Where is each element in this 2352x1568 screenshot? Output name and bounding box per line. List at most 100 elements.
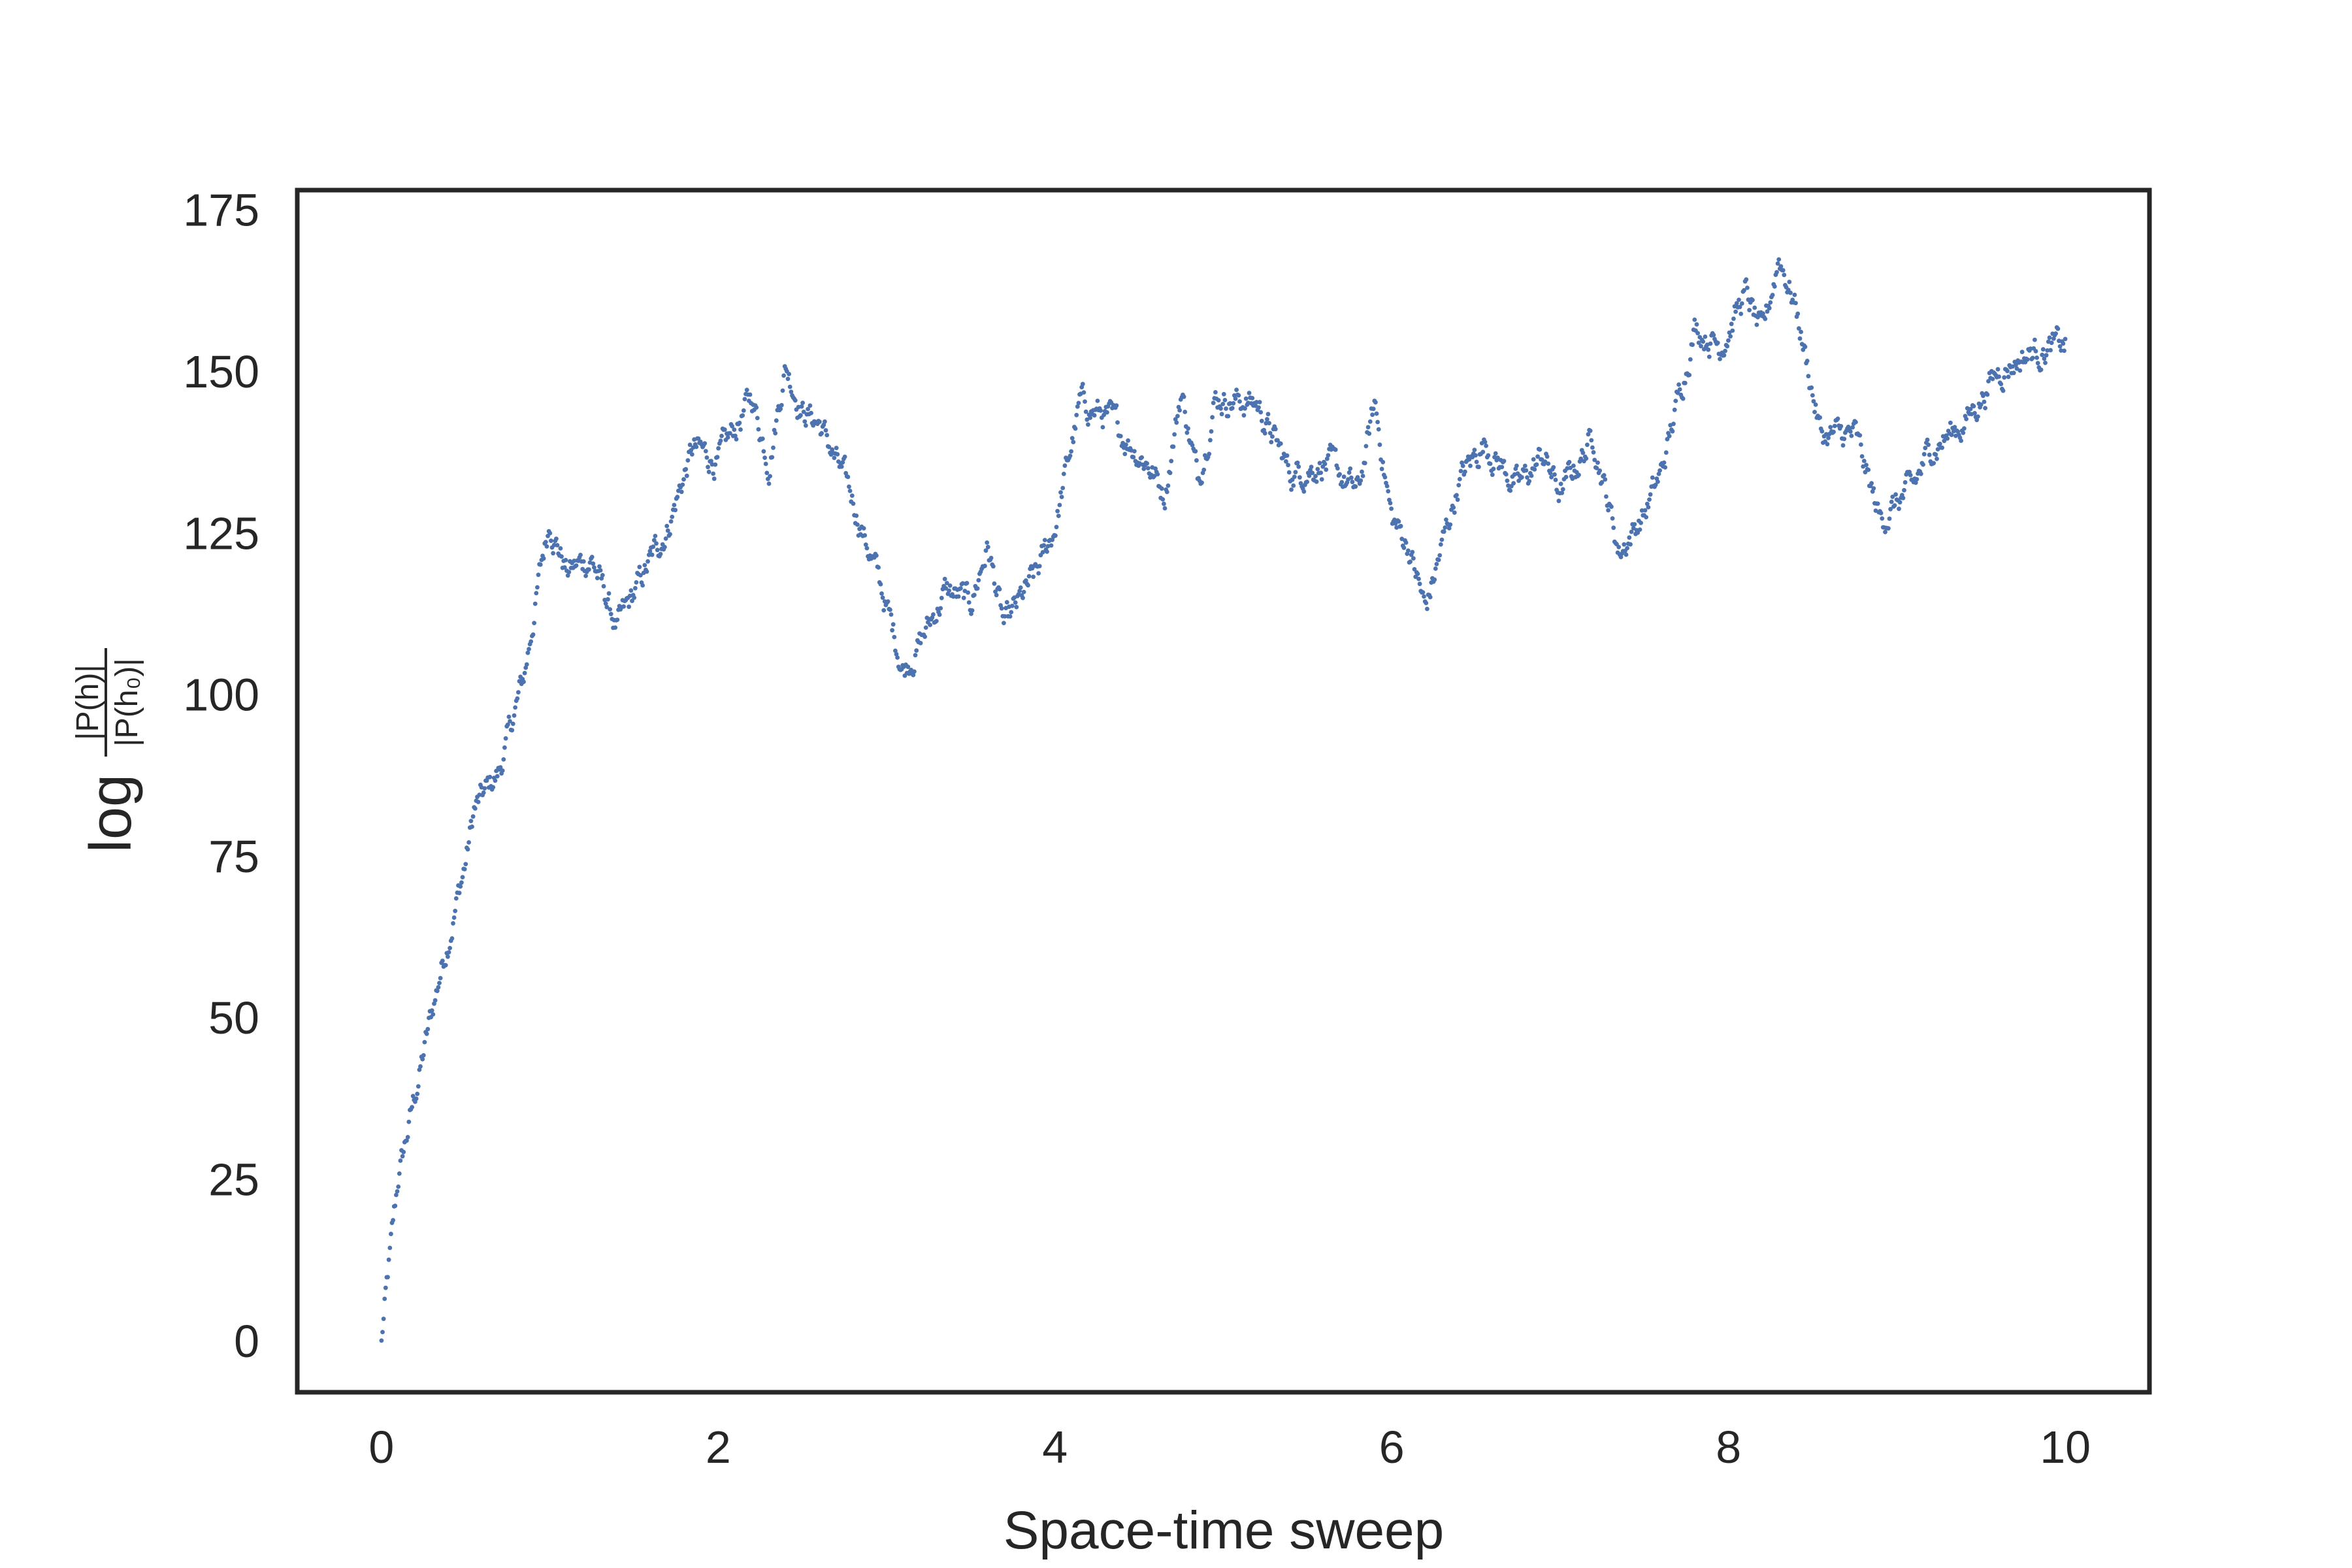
- data-point: [1878, 511, 1884, 515]
- data-point: [1386, 489, 1391, 494]
- data-point: [808, 403, 813, 408]
- data-point: [592, 565, 596, 570]
- data-point: [1560, 487, 1565, 492]
- data-point: [1726, 338, 1731, 343]
- data-point: [1687, 372, 1692, 378]
- data-point: [1793, 301, 1798, 306]
- data-point: [1210, 415, 1215, 420]
- data-point: [449, 936, 455, 941]
- data-point: [972, 593, 977, 598]
- data-point: [549, 538, 553, 544]
- data-point: [424, 1032, 429, 1036]
- data-point: [1591, 449, 1596, 455]
- data-point: [1901, 495, 1906, 500]
- data-point: [1525, 475, 1529, 480]
- data-point: [1220, 402, 1226, 406]
- data-point: [1296, 464, 1301, 469]
- data-point: [1546, 461, 1551, 466]
- data-point: [1286, 470, 1292, 475]
- data-point: [498, 765, 503, 770]
- data-point: [1682, 380, 1688, 385]
- data-point: [1742, 287, 1746, 293]
- data-point: [689, 452, 694, 457]
- x-tick-label: 10: [2040, 1422, 2091, 1473]
- data-point: [1688, 357, 1693, 362]
- data-point: [510, 721, 515, 727]
- data-point: [1126, 438, 1130, 443]
- data-point: [741, 408, 746, 413]
- data-point: [397, 1171, 402, 1176]
- data-point: [383, 1285, 388, 1290]
- data-point: [380, 1330, 385, 1335]
- data-point: [918, 640, 923, 645]
- data-point: [1501, 459, 1507, 464]
- data-point: [1978, 402, 1984, 407]
- data-point: [446, 950, 451, 955]
- data-point: [1731, 316, 1736, 321]
- data-point: [1606, 508, 1611, 513]
- data-point: [1632, 522, 1637, 527]
- data-point: [1080, 382, 1085, 387]
- data-point: [1131, 455, 1136, 460]
- data-point: [608, 612, 613, 617]
- data-point: [716, 446, 721, 451]
- data-point: [1452, 510, 1457, 515]
- data-point: [880, 595, 885, 600]
- data-point: [1861, 459, 1867, 463]
- data-point: [1472, 448, 1477, 452]
- data-point: [2030, 355, 2035, 361]
- data-point: [1071, 440, 1076, 444]
- data-point: [382, 1296, 387, 1301]
- data-point: [1458, 468, 1463, 474]
- data-point: [1972, 411, 1977, 416]
- data-point: [1610, 516, 1615, 521]
- data-point: [1384, 483, 1390, 489]
- data-point: [1009, 610, 1014, 615]
- data-point: [961, 595, 966, 600]
- data-point: [1493, 451, 1498, 456]
- data-point: [890, 628, 894, 633]
- data-point: [1744, 277, 1749, 282]
- data-point: [1926, 442, 1931, 448]
- data-point: [889, 612, 894, 617]
- data-point: [1207, 451, 1212, 457]
- data-point: [958, 586, 963, 591]
- data-point: [1601, 473, 1607, 478]
- data-point: [647, 549, 653, 553]
- data-point: [1629, 529, 1634, 534]
- data-point: [501, 757, 506, 762]
- data-point: [1772, 284, 1777, 289]
- data-point: [1181, 394, 1186, 399]
- data-point: [1594, 466, 1599, 470]
- data-point: [534, 591, 539, 596]
- data-point: [503, 736, 508, 741]
- data-point: [1590, 445, 1595, 450]
- data-point: [1054, 525, 1059, 530]
- data-point: [964, 581, 970, 585]
- data-point: [421, 1053, 426, 1058]
- data-point: [1286, 463, 1290, 468]
- data-point: [1375, 419, 1380, 425]
- data-point: [983, 548, 988, 553]
- data-point: [440, 958, 445, 963]
- data-point: [947, 588, 951, 593]
- data-point: [740, 413, 745, 418]
- data-point: [923, 625, 928, 630]
- data-point: [988, 555, 994, 561]
- data-point: [928, 623, 932, 627]
- data-point: [997, 587, 1002, 592]
- data-point: [847, 489, 853, 493]
- data-point: [694, 444, 699, 449]
- data-point: [1886, 526, 1891, 531]
- data-point: [1658, 468, 1663, 473]
- data-point: [1999, 382, 2004, 387]
- data-point: [655, 547, 660, 553]
- data-point: [823, 419, 827, 424]
- data-point: [1018, 585, 1023, 590]
- data-point: [1677, 387, 1682, 392]
- data-point: [465, 847, 470, 852]
- data-point: [1273, 427, 1278, 432]
- data-point: [1267, 431, 1273, 436]
- data-point: [415, 1091, 420, 1096]
- data-point: [1083, 399, 1087, 404]
